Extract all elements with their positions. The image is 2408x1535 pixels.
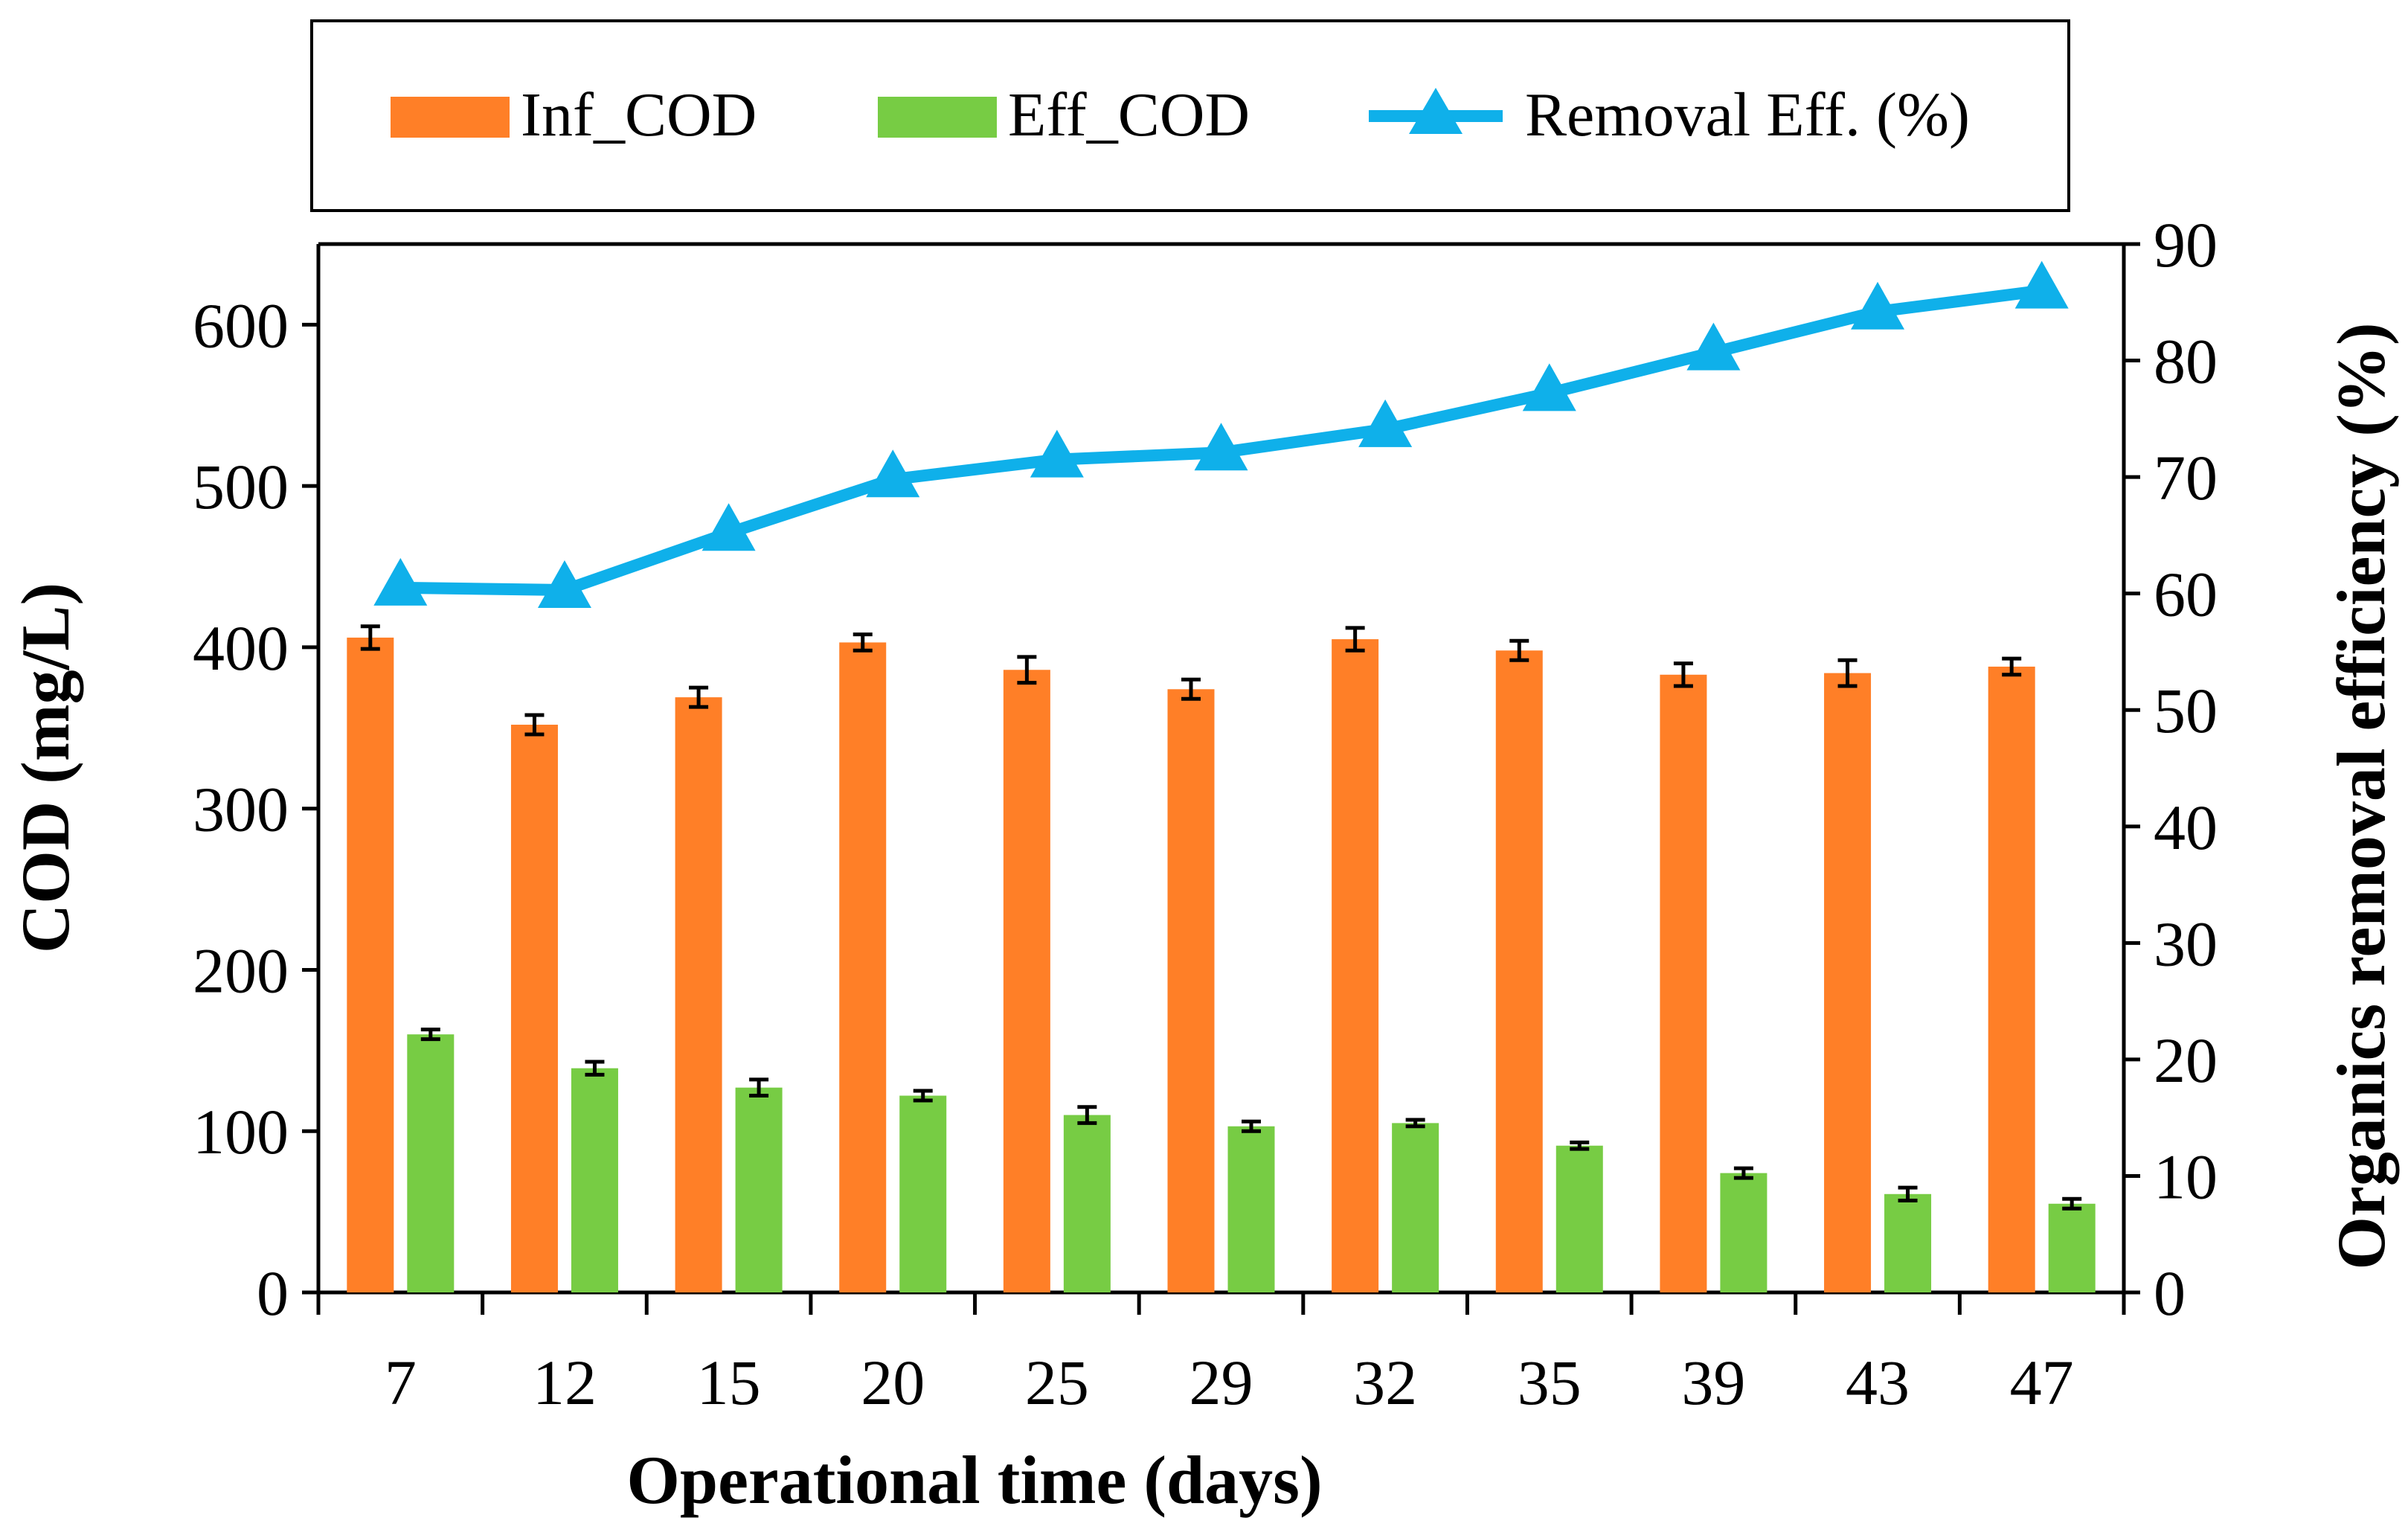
bar-inf-cod xyxy=(1988,666,2035,1292)
y2-tick-label: 30 xyxy=(2154,908,2218,979)
bar-inf-cod xyxy=(347,637,394,1292)
removal-efficiency-point xyxy=(1030,429,1084,478)
bar-eff-cod xyxy=(899,1095,947,1292)
x-tick-label: 25 xyxy=(1025,1347,1089,1418)
y-tick-label: 400 xyxy=(193,612,289,684)
legend-marker-removal xyxy=(1409,88,1463,134)
y2-tick-label: 80 xyxy=(2154,326,2218,397)
y2-tick-label: 0 xyxy=(2154,1257,2186,1329)
x-tick-label: 7 xyxy=(385,1347,417,1418)
removal-efficiency-point xyxy=(1686,322,1741,371)
y-tick-label: 200 xyxy=(193,935,289,1006)
x-axis-title: Operational time (days) xyxy=(626,1442,1322,1518)
bar-inf-cod xyxy=(1660,674,1707,1292)
bar-inf-cod xyxy=(839,642,887,1292)
bar-inf-cod xyxy=(1495,650,1543,1292)
left-axis-ticks: 0 100 200 300 400 500 600 xyxy=(193,289,318,1329)
legend-label-removal: Removal Eff. (%) xyxy=(1525,80,1970,150)
y2-tick-label: 50 xyxy=(2154,675,2218,746)
error-bars xyxy=(360,624,2082,1211)
removal-line xyxy=(373,260,2069,608)
removal-efficiency-point xyxy=(1358,399,1413,447)
bar-inf-cod xyxy=(510,724,558,1292)
y2-tick-label: 40 xyxy=(2154,792,2218,863)
bar-eff-cod xyxy=(1227,1126,1275,1292)
y2-tick-label: 20 xyxy=(2154,1025,2218,1096)
legend-label-eff-cod: Eff_COD xyxy=(1008,80,1250,150)
bar-eff-cod xyxy=(735,1087,783,1292)
removal-efficiency-point xyxy=(2014,260,2069,309)
bar-inf-cod xyxy=(1167,689,1215,1292)
bar-eff-cod xyxy=(1720,1173,1768,1292)
x-tick-label: 39 xyxy=(1681,1347,1745,1418)
removal-efficiency-point xyxy=(1194,423,1248,471)
x-tick-label: 35 xyxy=(1518,1347,1582,1418)
legend-box xyxy=(310,19,2070,212)
y2-tick-label: 90 xyxy=(2154,209,2218,281)
bar-eff-cod xyxy=(571,1068,618,1292)
legend-label-inf-cod: Inf_COD xyxy=(521,80,757,150)
bar-eff-cod xyxy=(2048,1203,2096,1292)
y-tick-label: 0 xyxy=(257,1257,289,1329)
legend-swatch-eff-cod xyxy=(878,97,997,138)
y2-tick-label: 70 xyxy=(2154,442,2218,513)
y-tick-label: 100 xyxy=(193,1096,289,1167)
y-axis-title: COD (mg/L) xyxy=(7,583,83,953)
x-tick-label: 15 xyxy=(697,1347,761,1418)
plot-frame xyxy=(316,242,2126,1295)
bar-eff-cod xyxy=(1063,1115,1111,1292)
removal-efficiency-point xyxy=(1851,281,1905,330)
bar-inf-cod xyxy=(1003,670,1050,1292)
removal-efficiency-point xyxy=(537,560,591,608)
x-tick-label: 32 xyxy=(1353,1347,1417,1418)
bars xyxy=(347,637,2096,1292)
x-tick-label: 29 xyxy=(1189,1347,1253,1418)
removal-efficiency-point xyxy=(866,449,920,498)
bar-eff-cod xyxy=(1884,1193,1932,1292)
x-tick-label: 20 xyxy=(861,1347,925,1418)
y2-axis-title: Organics removal efficiency (%) xyxy=(2323,322,2399,1269)
bar-eff-cod xyxy=(1555,1145,1603,1292)
bar-inf-cod xyxy=(675,697,722,1292)
y-tick-label: 300 xyxy=(193,774,289,845)
removal-efficiency-point xyxy=(1522,363,1576,411)
bar-inf-cod xyxy=(1824,673,1872,1292)
bar-eff-cod xyxy=(407,1034,455,1292)
x-axis-ticks: 7 12 15 20 25 29 32 35 39 43 47 xyxy=(316,1292,2126,1418)
x-tick-label: 47 xyxy=(2010,1347,2074,1418)
legend-swatch-inf-cod xyxy=(391,97,510,138)
removal-efficiency-point xyxy=(373,557,428,606)
y2-tick-label: 60 xyxy=(2154,559,2218,630)
y2-tick-label: 10 xyxy=(2154,1141,2218,1212)
x-tick-label: 12 xyxy=(533,1347,597,1418)
bar-eff-cod xyxy=(1392,1123,1439,1292)
bar-inf-cod xyxy=(1332,639,1379,1292)
removal-efficiency-point xyxy=(701,503,756,551)
y-tick-label: 600 xyxy=(193,289,289,361)
y-tick-label: 500 xyxy=(193,451,289,522)
right-axis-ticks: 0 10 20 30 40 50 60 70 80 90 xyxy=(2124,209,2218,1329)
legend: Inf_COD Eff_COD Removal Eff. (%) xyxy=(391,80,1970,150)
x-tick-label: 43 xyxy=(1846,1347,1910,1418)
